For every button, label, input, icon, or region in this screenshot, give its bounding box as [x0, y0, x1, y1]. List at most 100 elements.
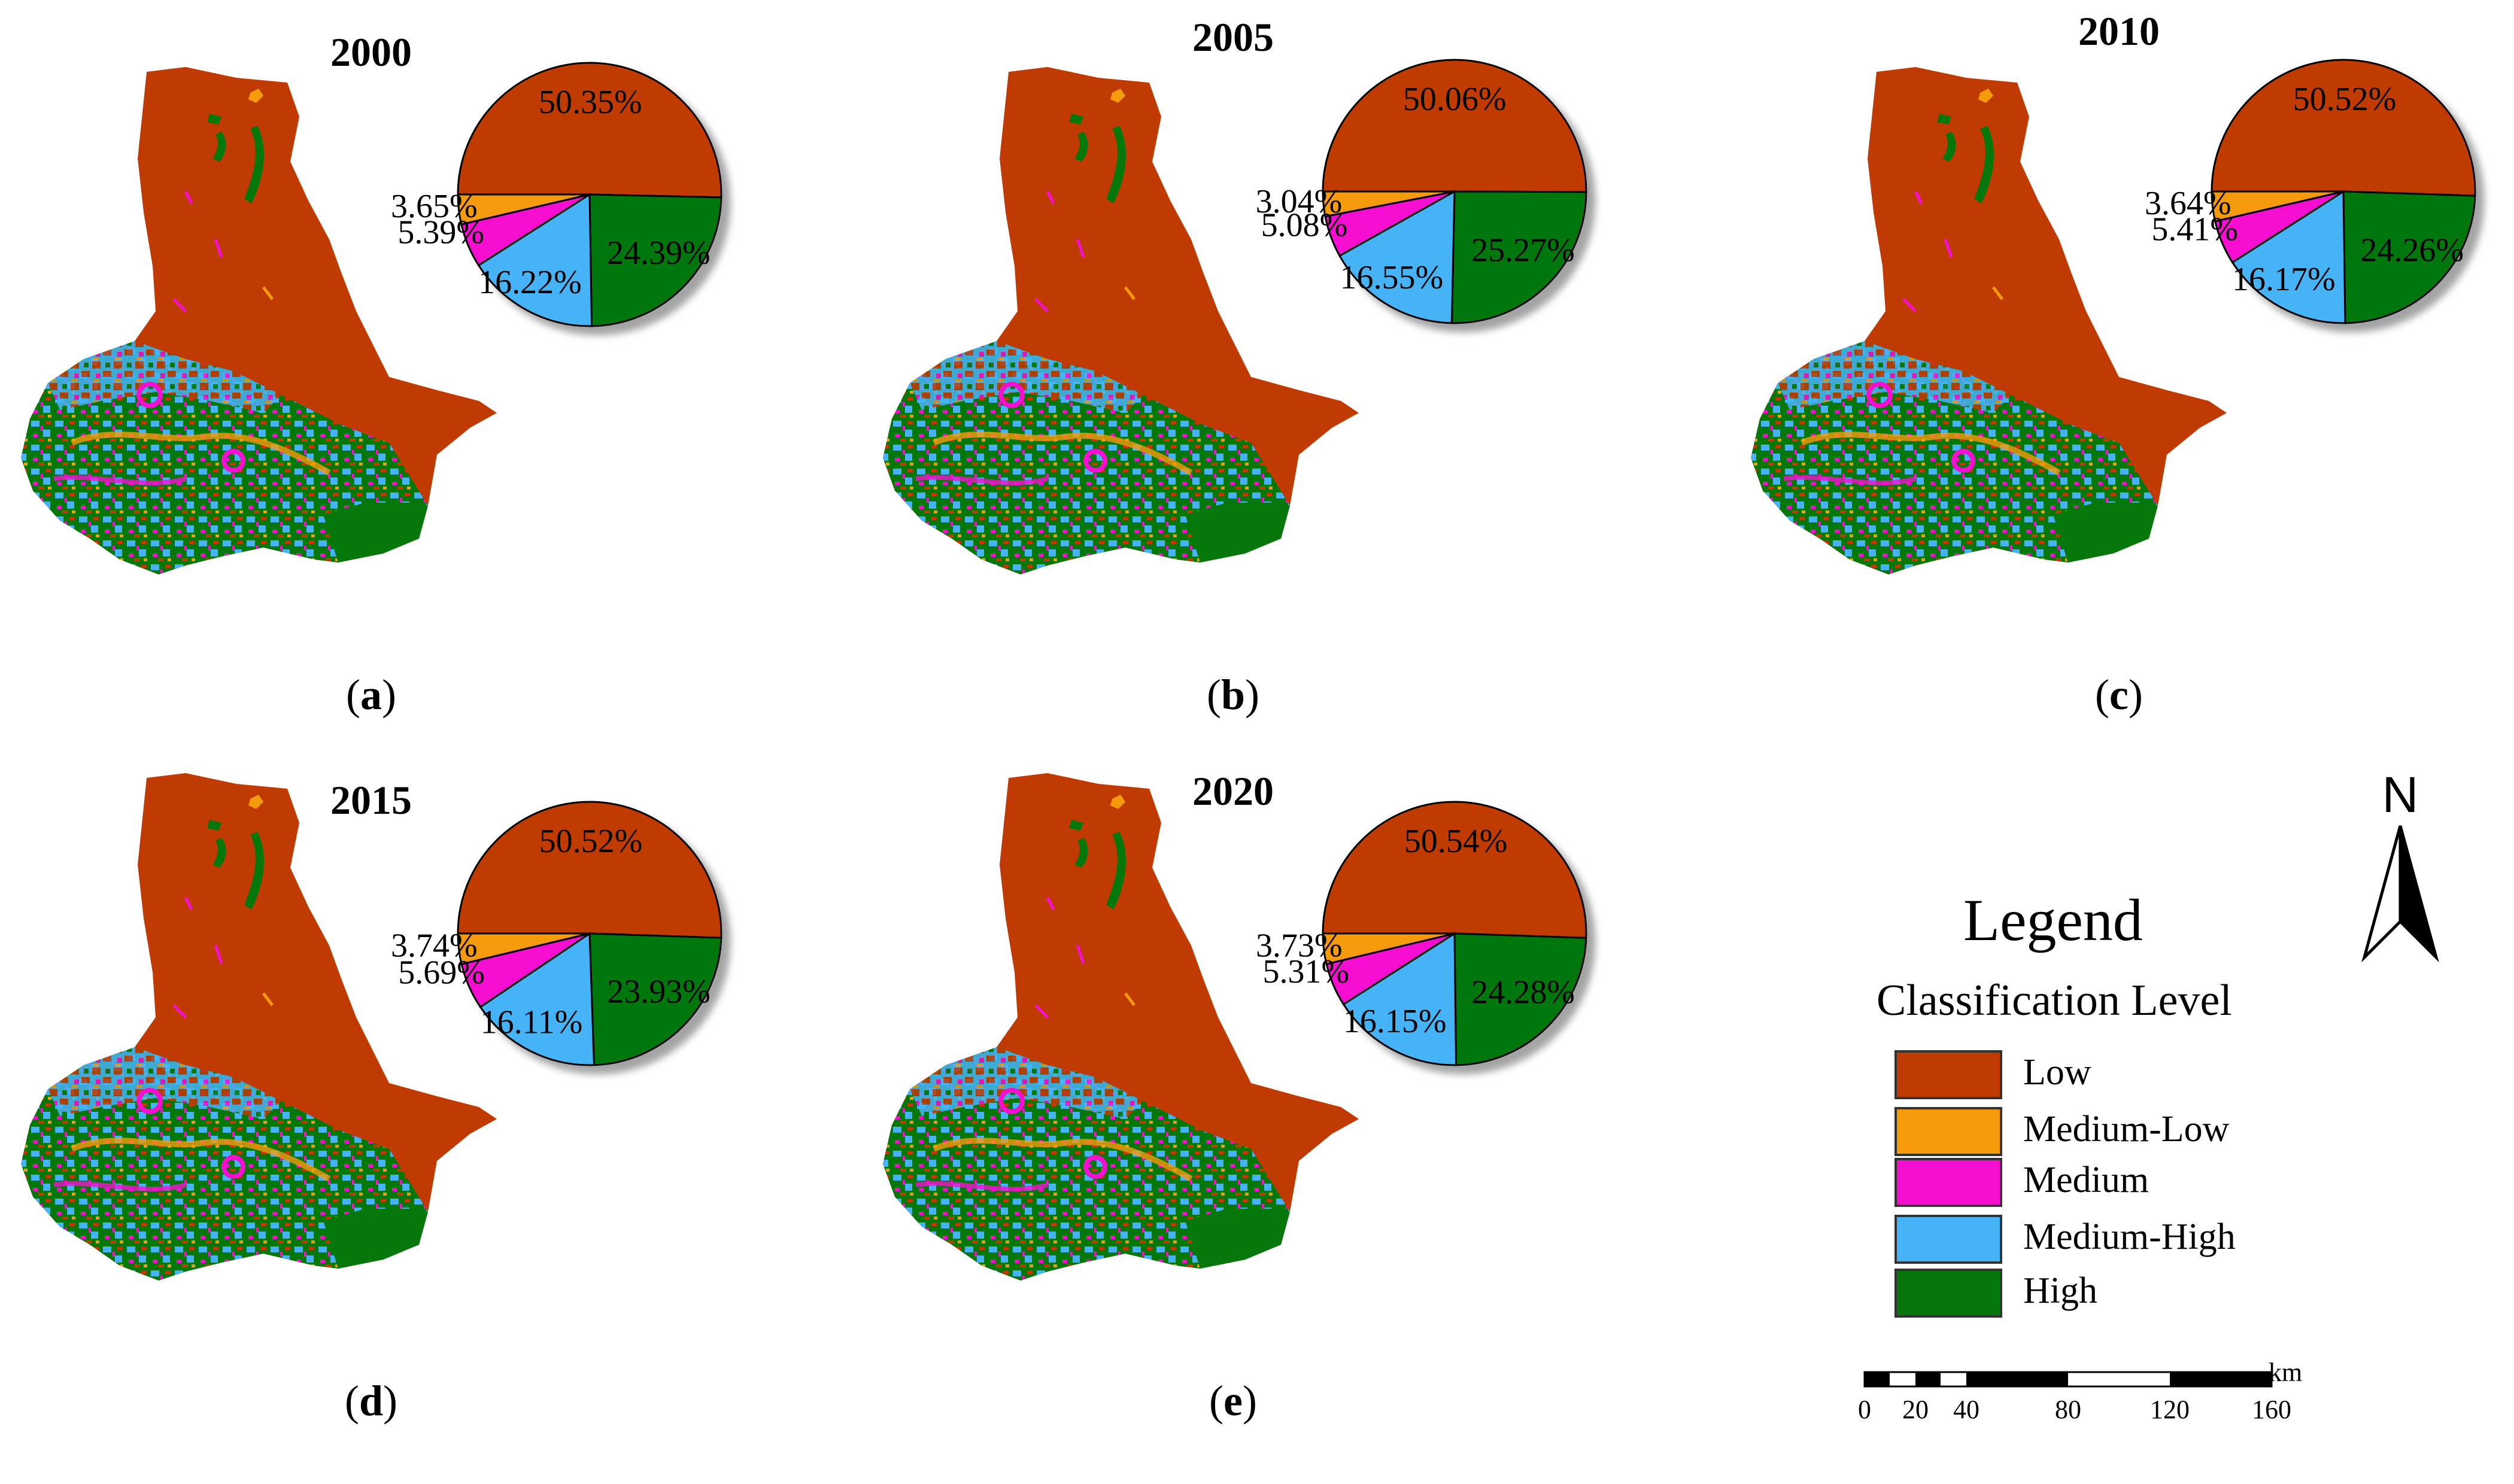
- scale-tick-0: 0: [1858, 1395, 1871, 1424]
- scale-tick-120: 120: [2150, 1395, 2190, 1424]
- legend-label-low: Low: [2023, 1052, 2091, 1093]
- legend-item-medium-high: Medium-High: [1894, 1215, 2325, 1269]
- pie-slice-medium-high-2020: [1342, 932, 1458, 1066]
- pie-label-medium-high-2015: 16.11%: [481, 1003, 583, 1041]
- pie-chart-2005: [1322, 59, 1587, 324]
- legend-swatch-medium: [1894, 1158, 2002, 1207]
- legend-label-medium-low: Medium-Low: [2023, 1109, 2230, 1150]
- pie-slice-high-2015: [588, 932, 722, 1066]
- pie-slice-high-2005: [1450, 190, 1587, 324]
- pie-slice-low-2000: [457, 62, 722, 199]
- legend-item-medium: Medium: [1894, 1158, 2325, 1212]
- pie-label-medium-low-2005: 3.04%: [1256, 183, 1343, 220]
- map-panel-2000: 2000 50.35% 24.39% 16.22% 5.39%3.65%: [21, 29, 722, 574]
- pie-chart-2015: [457, 801, 722, 1066]
- scale-bar: [1863, 1371, 2273, 1388]
- pie-slice-medium-high-2005: [1338, 190, 1456, 324]
- map-panel-2015: 2015 50.52% 23.93% 16.11% 5.69%3.74%: [21, 773, 722, 1281]
- pie-label-low-2015: 50.52%: [539, 823, 643, 860]
- legend-swatch-high: [1894, 1269, 2002, 1318]
- legend-swatch-medium-low: [1894, 1107, 2002, 1156]
- legend-item-high: High: [1894, 1269, 2325, 1322]
- pie-label-medium-high-2010: 16.17%: [2232, 261, 2336, 298]
- pie-label-medium-2010: 5.41%: [2151, 211, 2238, 248]
- region-map-2010: [1751, 67, 2227, 574]
- map-panel-2010: 2010 50.52% 24.26% 16.17% 5.41%3.64%: [1751, 8, 2476, 574]
- pie-label-medium-low-2010: 3.64%: [2145, 185, 2231, 222]
- pie-slice-high-2000: [588, 193, 722, 327]
- pie-slice-medium-high-2015: [479, 932, 596, 1066]
- pie-label-medium-2000: 5.39%: [397, 214, 484, 251]
- pie-label-medium-low-2015: 3.74%: [391, 928, 478, 965]
- pie-label-high-2020: 24.28%: [1471, 974, 1575, 1011]
- legend: Legend Classification Level Low Medium-L…: [1856, 886, 2382, 1340]
- pie-label-high-2000: 24.39%: [607, 235, 711, 272]
- region-map-2005: [883, 67, 1359, 574]
- pie-label-medium-high-2020: 16.15%: [1343, 1003, 1447, 1040]
- panel-label-a: (a): [346, 671, 396, 719]
- legend-swatch-medium-high: [1894, 1215, 2002, 1264]
- scale-bar-labels: 0 20 40 80 120 160 km: [1856, 1358, 2310, 1430]
- region-map-2015: [21, 773, 497, 1281]
- panel-label-d: (d): [344, 1377, 397, 1425]
- legend-label-medium: Medium: [2023, 1160, 2149, 1200]
- scale-tick-80: 80: [2055, 1395, 2081, 1424]
- legend-swatch-low: [1894, 1050, 2002, 1099]
- scale-unit: km: [2269, 1358, 2303, 1387]
- pie-label-low-2005: 50.06%: [1403, 81, 1507, 118]
- legend-label-high: High: [2023, 1270, 2097, 1311]
- year-title-2000: 2000: [330, 29, 412, 75]
- legend-subtitle: Classification Level: [1877, 976, 2232, 1025]
- pie-label-low-2000: 50.35%: [539, 84, 642, 121]
- panel-label-b: (b): [1206, 671, 1259, 719]
- pie-chart-2000: [457, 62, 722, 327]
- scale-tick-40: 40: [1953, 1395, 1979, 1424]
- pie-slice-medium-low-2000: [457, 193, 590, 226]
- north-arrow-icon: [2361, 825, 2439, 963]
- pie-label-medium-low-2000: 3.65%: [391, 188, 478, 225]
- pie-slice-high-2020: [1453, 932, 1587, 1066]
- pie-slice-medium-low-2020: [1322, 932, 1455, 965]
- region-map-2000: [21, 67, 497, 574]
- pie-label-medium-2020: 5.31%: [1263, 953, 1350, 990]
- pie-slice-low-2020: [1322, 801, 1587, 939]
- pie-label-medium-2015: 5.69%: [398, 954, 485, 992]
- pie-slice-high-2010: [2342, 190, 2476, 324]
- pie-label-medium-2005: 5.08%: [1261, 206, 1348, 244]
- year-title-2015: 2015: [330, 777, 412, 823]
- pie-label-low-2010: 50.52%: [2293, 81, 2397, 118]
- pie-slice-low-2015: [457, 801, 722, 939]
- panel-label-e: (e): [1209, 1377, 1257, 1425]
- legend-item-medium-low: Medium-Low: [1894, 1107, 2325, 1161]
- pie-slice-medium-high-2010: [2231, 190, 2346, 324]
- pie-label-high-2005: 25.27%: [1471, 232, 1575, 269]
- panel-label-c: (c): [2095, 671, 2143, 719]
- scale-tick-160: 160: [2252, 1395, 2291, 1424]
- pie-label-medium-low-2020: 3.73%: [1256, 928, 1343, 965]
- pie-label-medium-high-2005: 16.55%: [1340, 259, 1443, 296]
- year-title-2005: 2005: [1192, 14, 1274, 60]
- scale-tick-20: 20: [1902, 1395, 1929, 1424]
- year-title-2020: 2020: [1192, 768, 1274, 814]
- pie-slice-low-2005: [1322, 59, 1587, 193]
- pie-slice-medium-low-2015: [457, 932, 590, 966]
- region-map-2020: [883, 773, 1359, 1281]
- year-title-2010: 2010: [2078, 8, 2160, 54]
- pie-label-high-2015: 23.93%: [607, 974, 711, 1011]
- legend-label-medium-high: Medium-High: [2023, 1217, 2236, 1257]
- legend-title: Legend: [1963, 887, 2143, 953]
- legend-item-low: Low: [1894, 1050, 2325, 1104]
- north-arrow: N: [2352, 766, 2448, 963]
- pie-slice-low-2010: [2211, 59, 2476, 197]
- pie-slice-medium-low-2010: [2211, 190, 2344, 223]
- pie-label-high-2010: 24.26%: [2360, 232, 2464, 269]
- map-panel-2020: 2020 50.54% 24.28% 16.15% 5.31%3.73%: [883, 768, 1587, 1281]
- pie-label-low-2020: 50.54%: [1404, 823, 1508, 860]
- pie-slice-medium-high-2000: [477, 193, 593, 327]
- pie-chart-2020: [1322, 801, 1587, 1066]
- map-panel-2005: 2005 50.06% 25.27% 16.55% 5.08%3.04%: [883, 14, 1587, 574]
- pie-label-medium-high-2000: 16.22%: [478, 264, 582, 301]
- pie-slice-medium-low-2005: [1322, 190, 1455, 218]
- north-letter: N: [2382, 767, 2419, 823]
